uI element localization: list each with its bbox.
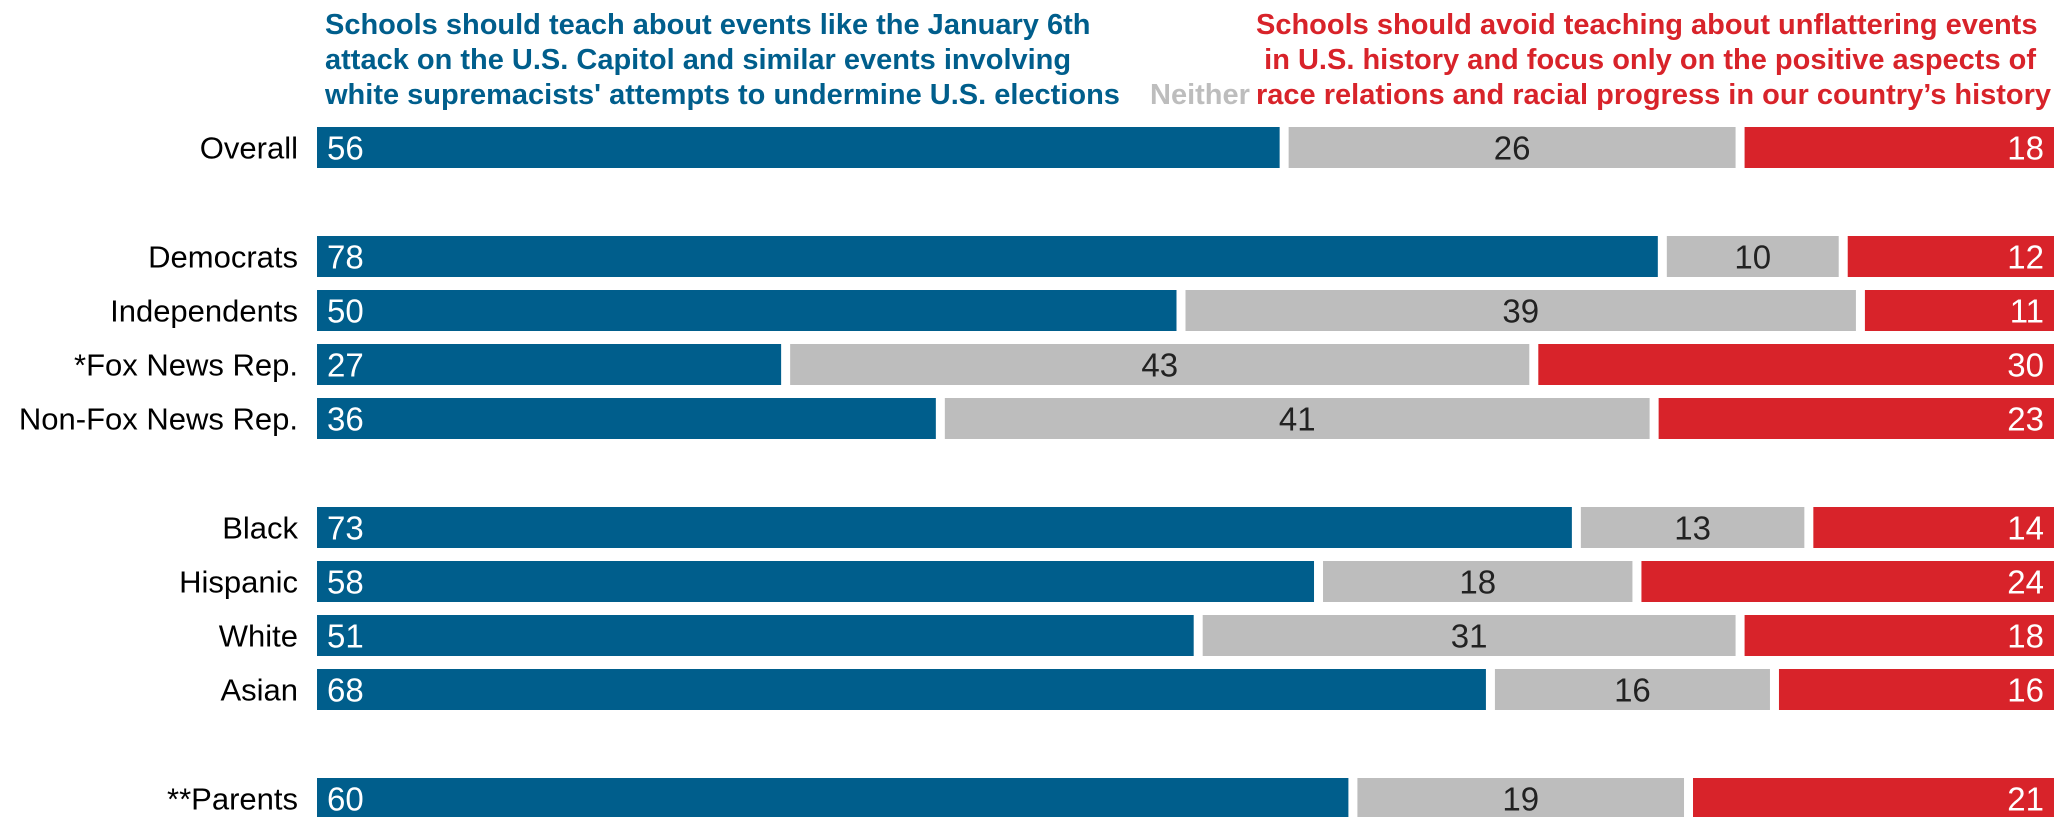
value-label-avoid-white: 18 bbox=[2007, 618, 2044, 655]
bar-neither-black bbox=[1580, 507, 1805, 548]
value-label-teach-overall: 56 bbox=[327, 130, 364, 167]
value-label-neither-white: 31 bbox=[1451, 618, 1488, 655]
row-label-non-fox-news-rep: Non-Fox News Rep. bbox=[19, 402, 298, 437]
teach-header-line-1: Schools should teach about events like t… bbox=[325, 9, 1091, 41]
bar-teach-non-fox-news-rep bbox=[317, 398, 936, 439]
bar-avoid-overall bbox=[1744, 127, 2054, 168]
teach-series-header: Schools should teach about events like t… bbox=[325, 8, 1120, 113]
row-label-black: Black bbox=[222, 511, 298, 546]
value-label-neither-independents: 39 bbox=[1502, 293, 1539, 330]
row-label-fox-news-rep: *Fox News Rep. bbox=[74, 348, 298, 383]
bar-neither-white bbox=[1202, 615, 1736, 656]
bar-neither-fox-news-rep bbox=[790, 344, 1530, 385]
bar-avoid-hispanic bbox=[1641, 561, 2054, 602]
bar-avoid-white bbox=[1744, 615, 2054, 656]
value-label-avoid-overall: 18 bbox=[2007, 130, 2044, 167]
value-label-avoid-asian: 16 bbox=[2007, 672, 2044, 709]
row-label-hispanic: Hispanic bbox=[179, 565, 298, 600]
row-label-white: White bbox=[219, 619, 298, 654]
bar-teach-overall bbox=[317, 127, 1280, 168]
value-label-avoid-democrats: 12 bbox=[2007, 239, 2044, 276]
value-label-neither-fox-news-rep: 43 bbox=[1141, 347, 1178, 384]
avoid-header-line-3: race relations and racial progress in ou… bbox=[1256, 79, 2052, 111]
row-label-overall: Overall bbox=[200, 131, 298, 166]
value-label-neither-asian: 16 bbox=[1614, 672, 1651, 709]
value-label-neither-democrats: 10 bbox=[1734, 239, 1771, 276]
row-label-democrats: Democrats bbox=[148, 240, 298, 275]
teach-header-line-2: attack on the U.S. Capitol and similar e… bbox=[325, 44, 1072, 76]
bar-teach-hispanic bbox=[317, 561, 1315, 602]
value-label-neither-hispanic: 18 bbox=[1459, 564, 1496, 601]
bar-teach-asian bbox=[317, 669, 1486, 710]
value-label-avoid-parents: 21 bbox=[2007, 781, 2044, 817]
bar-neither-hispanic bbox=[1323, 561, 1633, 602]
row-label-parents: **Parents bbox=[167, 782, 298, 817]
value-label-avoid-independents: 11 bbox=[2010, 293, 2044, 330]
value-label-avoid-black: 14 bbox=[2007, 510, 2044, 547]
bar-neither-asian bbox=[1494, 669, 1770, 710]
value-label-neither-overall: 26 bbox=[1494, 130, 1531, 167]
bar-teach-parents bbox=[317, 778, 1349, 817]
value-label-teach-parents: 60 bbox=[327, 781, 364, 817]
value-label-teach-black: 73 bbox=[327, 510, 364, 547]
bar-neither-democrats bbox=[1666, 236, 1839, 277]
neither-series-header: Neither bbox=[1150, 79, 1250, 111]
value-label-teach-democrats: 78 bbox=[327, 239, 364, 276]
bar-avoid-fox-news-rep bbox=[1538, 344, 2054, 385]
value-label-teach-fox-news-rep: 27 bbox=[327, 347, 364, 384]
bar-teach-fox-news-rep bbox=[317, 344, 782, 385]
value-label-avoid-fox-news-rep: 30 bbox=[2007, 347, 2044, 384]
value-label-avoid-non-fox-news-rep: 23 bbox=[2007, 401, 2044, 438]
value-label-teach-non-fox-news-rep: 36 bbox=[327, 401, 364, 438]
bar-teach-black bbox=[317, 507, 1572, 548]
bar-neither-parents bbox=[1357, 778, 1685, 817]
bar-avoid-black bbox=[1813, 507, 2054, 548]
bar-avoid-parents bbox=[1693, 778, 2054, 817]
value-label-neither-parents: 19 bbox=[1502, 781, 1539, 817]
bar-avoid-asian bbox=[1778, 669, 2054, 710]
value-label-neither-black: 13 bbox=[1674, 510, 1711, 547]
value-label-teach-white: 51 bbox=[327, 618, 364, 655]
value-label-avoid-hispanic: 24 bbox=[2007, 564, 2044, 601]
bar-neither-non-fox-news-rep bbox=[944, 398, 1650, 439]
bar-teach-independents bbox=[317, 290, 1177, 331]
bar-teach-democrats bbox=[317, 236, 1658, 277]
bar-neither-overall bbox=[1288, 127, 1736, 168]
avoid-series-header: Schools should avoid teaching about unfl… bbox=[1256, 8, 2052, 113]
bar-teach-white bbox=[317, 615, 1194, 656]
row-label-asian: Asian bbox=[220, 673, 298, 708]
bar-avoid-independents bbox=[1864, 290, 2054, 331]
bar-avoid-non-fox-news-rep bbox=[1658, 398, 2054, 439]
value-label-teach-independents: 50 bbox=[327, 293, 364, 330]
bar-neither-independents bbox=[1185, 290, 1856, 331]
row-label-independents: Independents bbox=[110, 294, 298, 329]
value-label-teach-asian: 68 bbox=[327, 672, 364, 709]
value-label-teach-hispanic: 58 bbox=[327, 564, 364, 601]
avoid-header-line-1: Schools should avoid teaching about unfl… bbox=[1256, 9, 2038, 41]
teach-header-line-3: white supremacists' attempts to undermin… bbox=[325, 79, 1120, 111]
avoid-header-line-2: in U.S. history and focus only on the po… bbox=[1264, 44, 2036, 76]
bar-avoid-democrats bbox=[1847, 236, 2054, 277]
value-label-neither-non-fox-news-rep: 41 bbox=[1279, 401, 1316, 438]
